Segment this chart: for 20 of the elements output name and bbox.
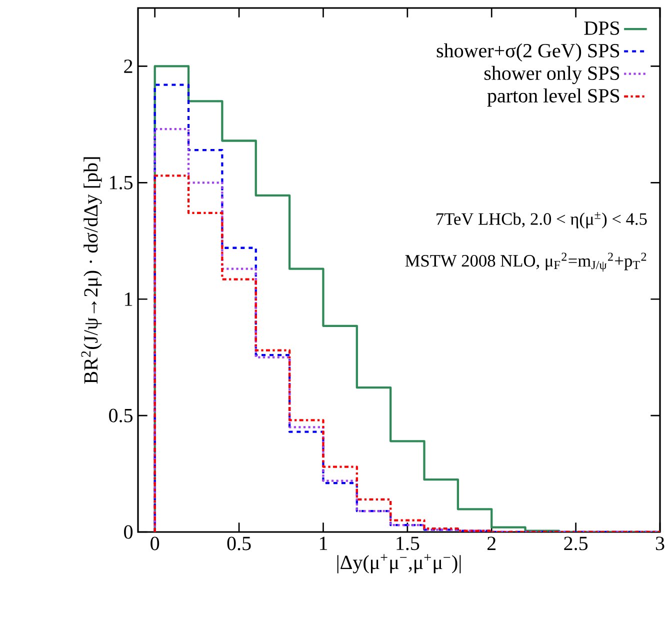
legend-label: parton level SPS <box>487 88 620 107</box>
y-tick-label: 0 <box>124 525 133 539</box>
annotation: 7TeV LHCb, 2.0 < η(μ$^{±}$) < 4.5 <box>436 212 647 228</box>
x-tick-label: 1.5 <box>396 536 420 550</box>
legend-label: shower+σ(2 GeV) SPS <box>436 43 620 62</box>
legend-label: DPS <box>584 21 620 35</box>
text: MSTW 2008 NLO, μ$_{F}$$^{2}$=m$_{J/ψ}$$^{2}$+p$_{T}$2 <box>405 252 646 272</box>
y-axis-title: BR$^{2}$(J/ψ→2μ) · dσ/dΔy [pb] <box>81 157 102 384</box>
y-tick-label: 1 <box>125 292 132 306</box>
x-tick-label: 3 <box>656 536 664 550</box>
y-tick-label: 2 <box>124 60 132 73</box>
legend-label: shower only SPS <box>484 66 620 84</box>
text: |Δy(μ$^{+}$μ$^{−}$,μ$^{+}$μ$^{−}$)| <box>337 554 461 574</box>
x-tick-label: 0.5 <box>227 536 251 550</box>
y-tick-label: 1.5 <box>110 176 133 190</box>
x-tick-label: 0 <box>150 536 160 550</box>
x-tick-label: 2 <box>487 536 496 550</box>
y-tick-label: 0.5 <box>109 408 133 422</box>
x-tick-label: 1 <box>320 536 328 550</box>
x-tick-label: 2.5 <box>564 536 588 550</box>
